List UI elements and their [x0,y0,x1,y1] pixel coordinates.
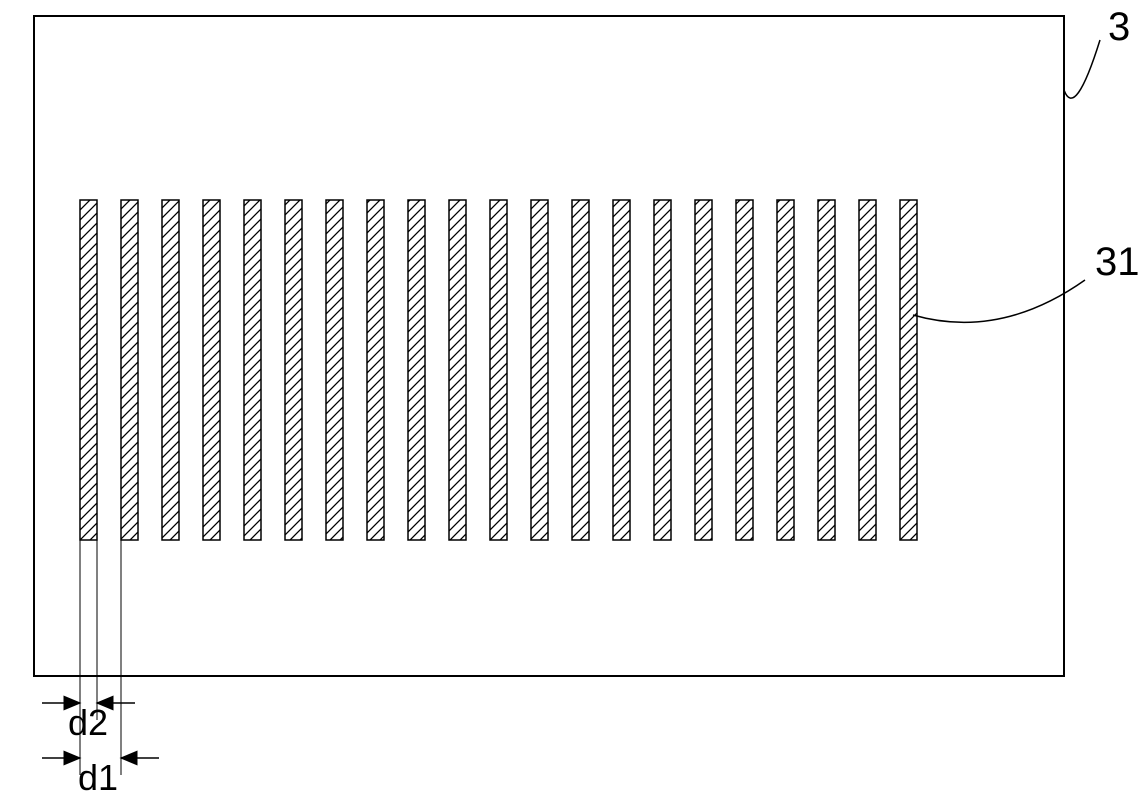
slot-bar [736,200,753,540]
slot-bar [695,200,712,540]
slot-bar [572,200,589,540]
slot-bar [326,200,343,540]
slot-bar [859,200,876,540]
slot-bar [203,200,220,540]
slot-bar [777,200,794,540]
slot-bar [244,200,261,540]
slot-bar [531,200,548,540]
dim-label-d1: d1 [78,757,118,798]
slot-bar [613,200,630,540]
callout-label-3: 3 [1108,5,1130,49]
callout-leader [1064,40,1100,98]
dim-label-d2: d2 [68,702,108,743]
slot-bar [449,200,466,540]
slot-bar [367,200,384,540]
callout-label-31: 31 [1095,240,1138,284]
callout-leader [913,280,1085,322]
slot-bar [654,200,671,540]
slot-bar [818,200,835,540]
slot-bar [490,200,507,540]
slot-bar [285,200,302,540]
diagram-canvas: 3 31 d2 d1 [0,0,1138,805]
slot-bar [121,200,138,540]
slot-bar [80,200,97,540]
slot-bar [900,200,917,540]
slot-bar [408,200,425,540]
slot-bar [162,200,179,540]
